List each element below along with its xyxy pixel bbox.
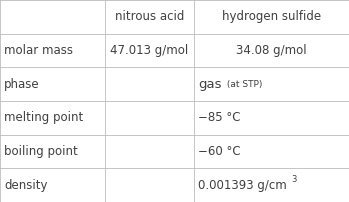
Text: −85 °C: −85 °C bbox=[198, 111, 240, 124]
Text: gas: gas bbox=[198, 78, 221, 91]
Text: 34.08 g/mol: 34.08 g/mol bbox=[236, 44, 307, 57]
Text: 3: 3 bbox=[291, 175, 297, 184]
Text: hydrogen sulfide: hydrogen sulfide bbox=[222, 10, 321, 23]
Text: (at STP): (at STP) bbox=[224, 80, 262, 89]
Text: melting point: melting point bbox=[4, 111, 83, 124]
Text: density: density bbox=[4, 179, 48, 192]
Text: nitrous acid: nitrous acid bbox=[114, 10, 184, 23]
Text: phase: phase bbox=[4, 78, 40, 91]
Text: −60 °C: −60 °C bbox=[198, 145, 240, 158]
Text: molar mass: molar mass bbox=[4, 44, 73, 57]
Text: 0.001393 g/cm: 0.001393 g/cm bbox=[198, 179, 287, 192]
Text: 47.013 g/mol: 47.013 g/mol bbox=[110, 44, 188, 57]
Text: boiling point: boiling point bbox=[4, 145, 78, 158]
